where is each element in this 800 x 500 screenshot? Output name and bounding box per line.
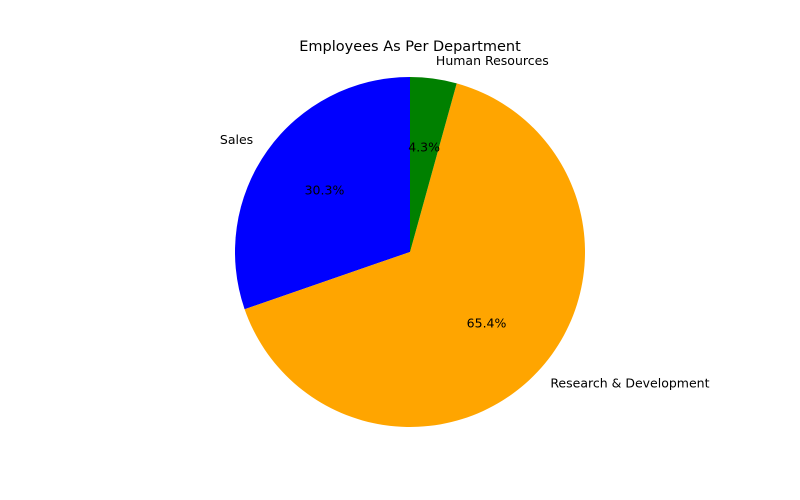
slice-label-sales: Sales <box>220 132 253 147</box>
pct-label-sales: 30.3% <box>305 183 345 198</box>
pct-label-research-and-development: 65.4% <box>467 315 507 330</box>
pct-label-human-resources: 4.3% <box>408 139 440 154</box>
slice-label-research-and-development: Research & Development <box>550 375 709 390</box>
pie-slice-human-resources <box>410 77 457 252</box>
chart-title: Employees As Per Department <box>299 39 521 55</box>
slice-label-human-resources: Human Resources <box>436 53 549 68</box>
pie-slice-research-and-development <box>244 83 586 427</box>
pie-slices <box>235 77 586 427</box>
pie-slice-sales <box>235 77 410 310</box>
slice-labels: Sales 30.3% Research & Development 65.4% Hum… <box>220 53 710 391</box>
